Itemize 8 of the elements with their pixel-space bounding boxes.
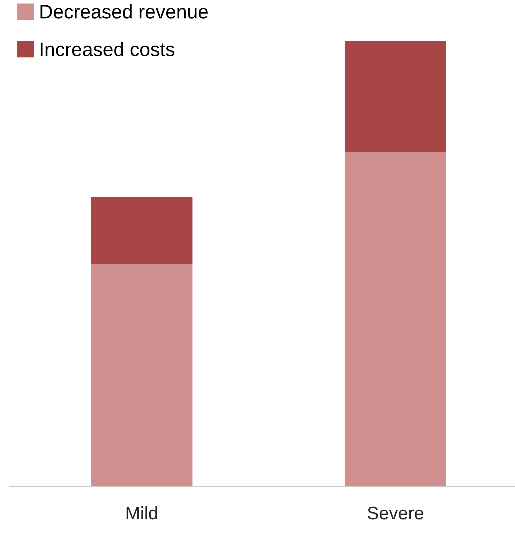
legend-label: Decreased revenue xyxy=(40,4,208,19)
bar xyxy=(91,197,193,264)
legend-label: Increased costs xyxy=(40,42,175,56)
bar xyxy=(344,152,446,487)
x-tick-label: Mild xyxy=(126,506,158,520)
bar xyxy=(344,40,446,152)
bar xyxy=(91,264,193,487)
x-tick-label: Severe xyxy=(368,506,424,520)
